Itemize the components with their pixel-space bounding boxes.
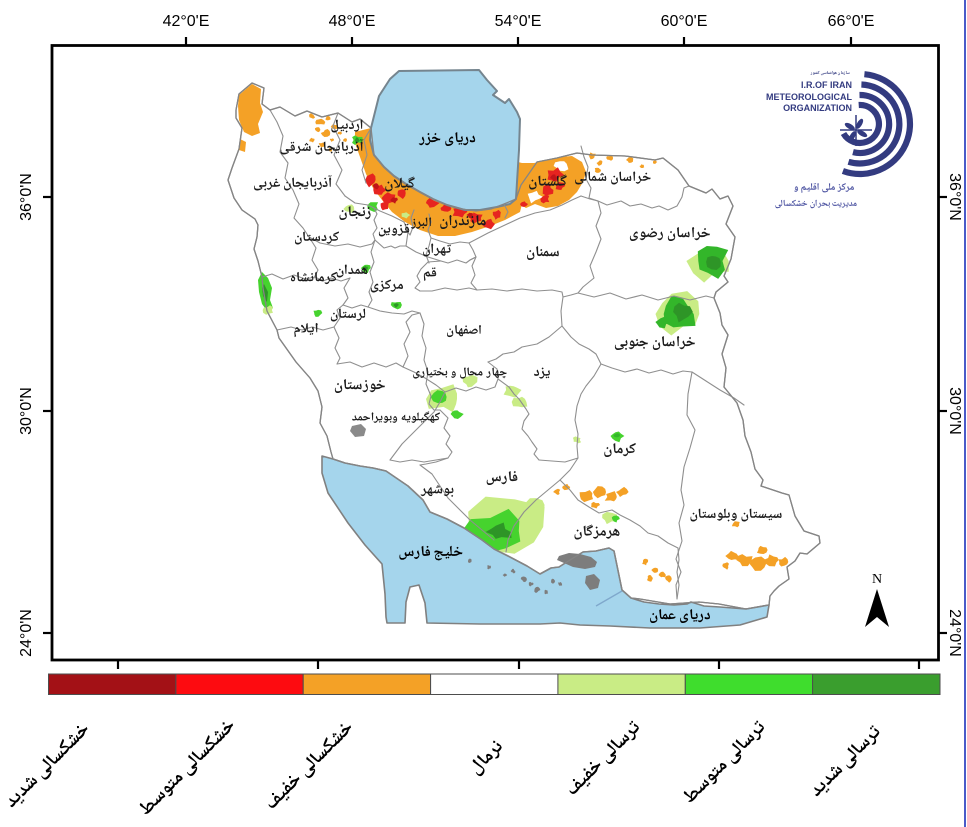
svg-text:60°0'E: 60°0'E	[661, 13, 708, 30]
svg-text:N: N	[872, 572, 882, 587]
svg-text:54°0'E: 54°0'E	[495, 13, 542, 30]
svg-text:42°0'E: 42°0'E	[163, 13, 210, 30]
svg-text:METEOROLOGICAL: METEOROLOGICAL	[766, 92, 852, 102]
svg-text:48°0'E: 48°0'E	[329, 13, 376, 30]
svg-text:36°0'N: 36°0'N	[946, 173, 963, 221]
svg-text:24°0'N: 24°0'N	[18, 609, 35, 657]
svg-text:30°0'N: 30°0'N	[18, 387, 35, 435]
svg-text:24°0'N: 24°0'N	[946, 609, 963, 657]
svg-text:ORGANIZATION: ORGANIZATION	[783, 103, 852, 113]
svg-text:66°0'E: 66°0'E	[828, 13, 875, 30]
svg-text:36°0'N: 36°0'N	[18, 173, 35, 221]
svg-text:I.R.OF IRAN: I.R.OF IRAN	[801, 80, 852, 90]
svg-text:30°0'N: 30°0'N	[946, 387, 963, 435]
